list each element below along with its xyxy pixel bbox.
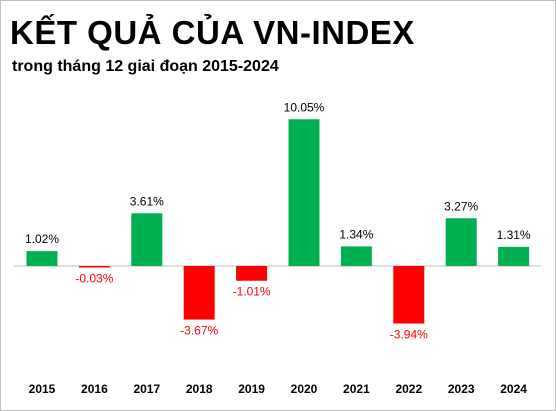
bar-2024 [498,246,530,266]
bar-2021 [340,246,372,266]
data-label-2020: 10.05% [284,100,325,114]
bar-2020 [288,119,320,267]
x-tick-label-2016: 2016 [81,382,108,396]
bar-2015 [26,251,58,266]
bar-2022 [393,266,425,324]
x-tick-label-2015: 2015 [29,382,56,396]
data-label-2019: -1.01% [233,285,271,299]
x-tick-label-2017: 2017 [133,382,160,396]
data-label-2023: 3.27% [444,199,478,213]
chart-title: KẾT QUẢ CỦA VN-INDEX [10,14,415,51]
data-label-2018: -3.67% [180,324,218,338]
bar-2017 [131,213,163,266]
x-tick-label-2019: 2019 [238,382,265,396]
data-label-2024: 1.31% [497,228,531,242]
bar-2016 [78,266,110,268]
x-tick-label-2022: 2022 [395,382,422,396]
x-tick-label-2023: 2023 [448,382,475,396]
data-label-2021: 1.34% [339,227,373,241]
data-label-2016: -0.03% [75,272,113,286]
bar-2023 [445,218,477,266]
chart-subtitle: trong tháng 12 giai đoạn 2015-2024 [12,58,279,75]
bar-2019 [236,266,268,281]
x-tick-label-2020: 2020 [291,382,318,396]
bar-2018 [183,266,215,320]
x-tick-label-2024: 2024 [500,382,527,396]
data-label-2017: 3.61% [130,194,164,208]
data-label-2015: 1.02% [25,232,59,246]
x-tick-label-2018: 2018 [186,382,213,396]
x-tick-label-2021: 2021 [343,382,370,396]
data-label-2022: -3.94% [390,328,428,342]
